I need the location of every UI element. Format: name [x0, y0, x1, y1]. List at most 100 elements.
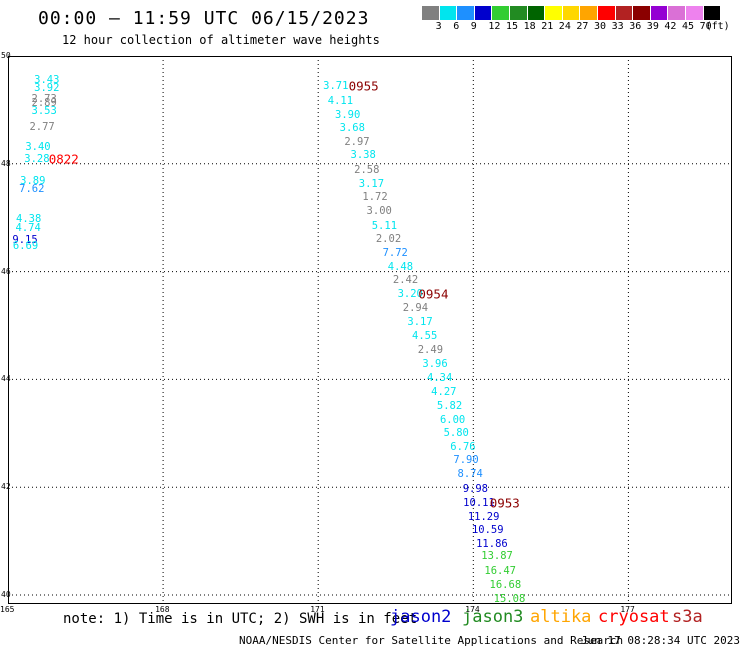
wave-height-value: 2.97 [344, 135, 370, 148]
legend-swatch [633, 6, 650, 20]
lon-tick-label: 171 [310, 605, 325, 614]
legend-label: 3 [435, 21, 442, 32]
lat-tick-label: 46 [1, 266, 11, 276]
legend-label: 18 [523, 21, 536, 32]
wave-height-value: 3.17 [407, 316, 433, 329]
credit-line: NOAA/NESDIS Center for Satellite Applica… [239, 634, 624, 647]
wave-height-value: 3.28 [24, 152, 50, 165]
wave-height-value: 3.17 [358, 178, 385, 191]
wave-height-value: 4.48 [387, 260, 414, 273]
pass-time-label: 0955 [348, 78, 379, 94]
satellite-jason2: jason2 [390, 607, 452, 627]
wave-height-value: 2.49 [417, 343, 444, 356]
lon-tick-label: 168 [155, 605, 170, 614]
legend-label: 6 [453, 21, 460, 32]
legend-label: 39 [646, 21, 659, 32]
wave-height-value: 13.87 [481, 550, 513, 563]
legend-label: 15 [506, 21, 519, 32]
legend-label: 21 [541, 21, 554, 32]
legend-label: 9 [470, 21, 477, 32]
lat-tick-label: 48 [1, 158, 11, 168]
wave-height-value: 2.89 [31, 97, 57, 110]
map-plot: 50 48 46 44 42 40 165 168 171 174 177 3.43 3.92 2.73 2… [0, 51, 732, 614]
wave-height-value: 16.68 [489, 578, 522, 591]
legend-swatch [527, 6, 545, 20]
legend-swatch [668, 6, 685, 20]
legend-swatch [474, 6, 492, 20]
legend-swatch [510, 6, 527, 20]
wave-height-value: 4.27 [431, 385, 457, 398]
satellite-altika: altika [530, 607, 592, 627]
wave-height-value: 3.00 [366, 205, 392, 218]
lon-tick-label: 177 [620, 605, 635, 614]
wave-height-value: 3.90 [335, 108, 361, 121]
wave-height-value: 9.15 [12, 233, 38, 246]
pass-time-label: 0954 [418, 286, 449, 302]
wave-height-value: 7.62 [19, 182, 45, 195]
wave-height-value: 10.11 [463, 496, 495, 509]
wave-height-value: 5.82 [436, 399, 463, 412]
legend-label: 33 [611, 21, 624, 32]
wave-height-value: 5.11 [371, 219, 398, 232]
map-border [8, 56, 732, 604]
wave-height-value: 2.58 [354, 163, 380, 176]
legend-label: 45 [682, 21, 695, 32]
wave-height-value: 6.76 [450, 440, 476, 453]
wave-height-value: 9.98 [462, 483, 489, 496]
lon-tick-label: 165 [0, 605, 15, 614]
wave-height-value: 1.72 [362, 191, 388, 204]
lon-tick-label: 174 [465, 605, 480, 614]
wave-height-value: 4.74 [15, 222, 41, 235]
legend-label: 24 [558, 21, 571, 32]
wave-height-value: 4.34 [427, 372, 453, 385]
wave-height-value: 4.11 [327, 94, 354, 107]
map-grid [8, 56, 732, 604]
lat-tick-label: 42 [1, 482, 11, 492]
wave-height-value: 5.80 [443, 427, 469, 440]
legend-label: 30 [594, 21, 607, 32]
legend-swatch [686, 6, 703, 20]
legend-swatch [598, 6, 615, 20]
wave-height-value: 11.86 [476, 537, 508, 550]
legend-swatch [457, 6, 474, 20]
satellite-s3a: s3a [672, 607, 703, 627]
lat-tick-label: 50 [1, 51, 11, 60]
pass-time-label: 0822 [48, 151, 79, 167]
legend-label: 70 [699, 21, 712, 32]
wave-height-value: 3.68 [339, 122, 365, 135]
satellite-cryosat: cryosat [598, 607, 670, 627]
satellite-jason3: jason3 [462, 607, 524, 627]
legend-label: 42 [664, 21, 677, 32]
wave-height-value: 2.42 [392, 274, 419, 287]
legend-swatch [545, 6, 562, 20]
footnote: note: 1) Time is in UTC; 2) SWH is in fe… [63, 611, 418, 627]
legend-label: 27 [576, 21, 589, 32]
wave-height-value: 3.53 [31, 104, 57, 117]
legend-swatch [650, 6, 668, 20]
legend-unit: (ft) [705, 21, 730, 32]
legend-swatch [439, 6, 457, 20]
pass-time-label: 0953 [489, 495, 520, 511]
page-subtitle: 12 hour collection of altimeter wave hei… [62, 33, 380, 47]
page-title: 00:00 – 11:59 UTC 06/15/2023 [38, 8, 370, 29]
wave-height-value: 3.43 [34, 74, 60, 87]
legend-swatch [580, 6, 597, 20]
wave-height-value: 3.92 [34, 82, 60, 95]
wave-height-value: 2.73 [31, 93, 57, 106]
wave-height-value: 7.90 [453, 454, 479, 467]
wave-height-value: 15.08 [493, 592, 526, 605]
wave-height-value: 4.38 [16, 212, 42, 225]
legend-swatch [562, 6, 580, 20]
legend-swatch [703, 6, 721, 20]
lat-tick-label: 40 [1, 590, 11, 599]
wave-height-value: 4.55 [412, 330, 438, 343]
legend-swatch [615, 6, 633, 20]
legend-swatch [422, 6, 439, 20]
wave-height-value: 3.38 [350, 148, 376, 161]
wave-height-value: 2.94 [402, 301, 429, 314]
wave-height-value: 3.96 [422, 358, 448, 371]
wave-height-value: 3.89 [20, 175, 46, 188]
legend-swatch [492, 6, 509, 20]
wave-height-value: 6.69 [12, 240, 39, 253]
legend-label: 36 [629, 21, 642, 32]
